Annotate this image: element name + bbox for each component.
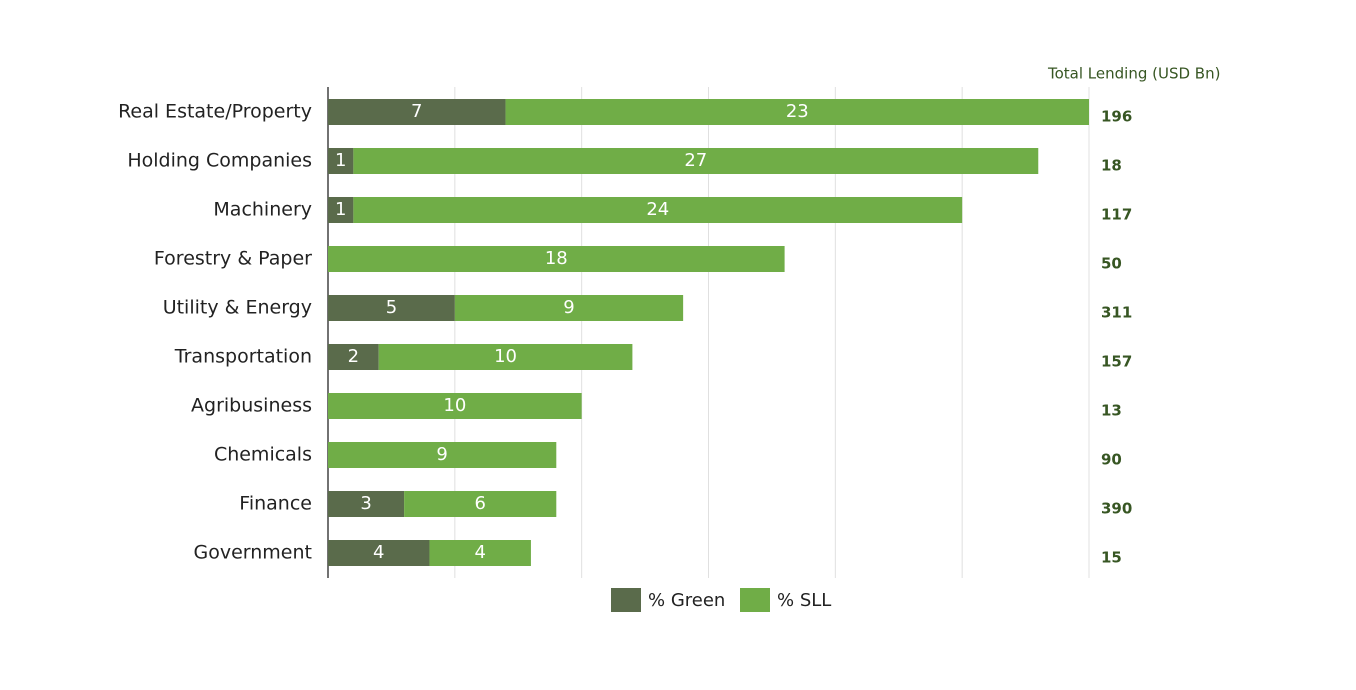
y-tick-label: Agribusiness bbox=[191, 395, 312, 417]
bar-segment bbox=[454, 295, 684, 321]
bar-segment bbox=[328, 393, 582, 419]
bar-segment bbox=[328, 246, 785, 272]
total-label: 15 bbox=[1101, 549, 1122, 567]
data-label: 3 bbox=[360, 493, 371, 514]
total-label: 13 bbox=[1101, 402, 1122, 420]
bar-segment bbox=[328, 197, 354, 223]
bar-segment bbox=[328, 491, 405, 517]
y-tick-label: Transportation bbox=[174, 346, 312, 368]
total-label: 117 bbox=[1101, 206, 1132, 224]
total-label: 196 bbox=[1101, 108, 1132, 126]
y-tick-label: Real Estate/Property bbox=[118, 101, 312, 123]
total-label: 157 bbox=[1101, 353, 1132, 371]
y-tick-label: Holding Companies bbox=[127, 150, 312, 172]
data-label: 10 bbox=[494, 346, 517, 367]
bar-segment bbox=[328, 344, 379, 370]
bar-segment bbox=[328, 99, 506, 125]
legend-label: % SLL bbox=[777, 590, 831, 611]
data-label: 9 bbox=[436, 444, 447, 465]
bar-segment bbox=[328, 442, 557, 468]
data-label: 4 bbox=[373, 542, 384, 563]
bar-segment bbox=[353, 197, 963, 223]
bar-segment bbox=[328, 148, 354, 174]
legend-label: % Green bbox=[648, 590, 725, 611]
total-label: 50 bbox=[1101, 255, 1122, 273]
total-label: 18 bbox=[1101, 157, 1122, 175]
total-header: Total Lending (USD Bn) bbox=[1047, 65, 1220, 83]
data-label: 18 bbox=[545, 248, 568, 269]
total-label: 390 bbox=[1101, 500, 1132, 518]
data-label: 10 bbox=[443, 395, 466, 416]
bar-segment bbox=[328, 540, 430, 566]
data-label: 1 bbox=[335, 150, 346, 171]
data-label: 5 bbox=[386, 297, 397, 318]
bar-segment bbox=[429, 540, 531, 566]
data-label: 27 bbox=[684, 150, 707, 171]
data-label: 7 bbox=[411, 101, 422, 122]
bar-segment bbox=[378, 344, 633, 370]
y-tick-label: Finance bbox=[239, 493, 312, 515]
y-tick-label: Government bbox=[194, 542, 313, 564]
y-tick-label: Chemicals bbox=[214, 444, 312, 466]
legend-swatch bbox=[740, 588, 770, 612]
data-label: 24 bbox=[646, 199, 669, 220]
data-label: 6 bbox=[474, 493, 485, 514]
bar-segment bbox=[328, 295, 455, 321]
bar-segment bbox=[353, 148, 1039, 174]
total-label: 90 bbox=[1101, 451, 1122, 469]
data-label: 9 bbox=[563, 297, 574, 318]
y-tick-label: Utility & Energy bbox=[163, 297, 312, 319]
y-tick-label: Forestry & Paper bbox=[154, 248, 312, 270]
data-label: 4 bbox=[474, 542, 485, 563]
data-label: 1 bbox=[335, 199, 346, 220]
y-tick-label: Machinery bbox=[213, 199, 312, 221]
data-label: 23 bbox=[786, 101, 809, 122]
data-label: 2 bbox=[348, 346, 359, 367]
legend-swatch bbox=[611, 588, 641, 612]
total-label: 311 bbox=[1101, 304, 1132, 322]
bar-segment bbox=[404, 491, 557, 517]
bar-segment bbox=[505, 99, 1090, 125]
